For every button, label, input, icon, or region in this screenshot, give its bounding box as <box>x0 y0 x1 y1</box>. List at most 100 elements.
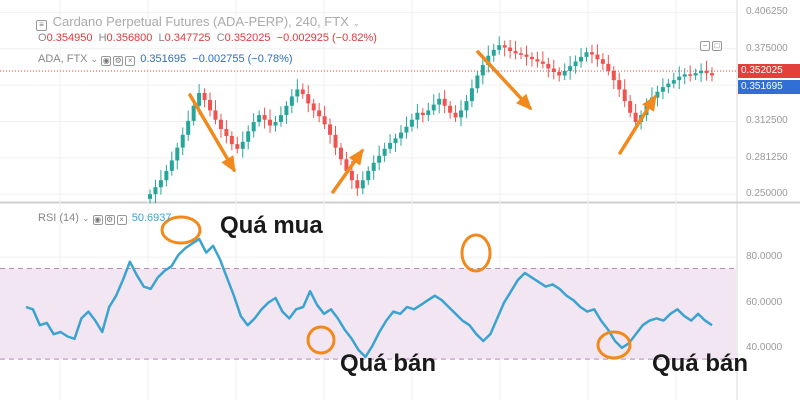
candle-body <box>682 74 687 77</box>
candle-body <box>289 96 294 106</box>
candle-body <box>273 122 278 126</box>
candle-body <box>382 148 387 156</box>
candle-body <box>246 131 251 142</box>
candle-body <box>377 155 382 163</box>
candle-body <box>469 88 474 102</box>
candle-body <box>475 75 480 89</box>
eye-icon[interactable]: ◉ <box>101 56 112 66</box>
oversold-circle-2 <box>596 330 632 360</box>
candle-body <box>158 180 163 188</box>
collapse-pane-icon[interactable]: − <box>700 41 710 51</box>
overbought-circle-2 <box>460 233 492 273</box>
close-icon[interactable]: × <box>125 56 136 66</box>
close-label: C <box>216 32 225 44</box>
eye-icon[interactable]: ◉ <box>92 215 103 225</box>
chevron-down-icon[interactable]: ⌄ <box>352 18 361 28</box>
collapse-icon[interactable]: ≡ <box>36 20 47 31</box>
price-tick-label: 0.281250 <box>746 151 788 163</box>
candle-body <box>371 162 376 171</box>
candle-body <box>398 132 403 139</box>
change-value: −0.002925 (−0.82%) <box>276 32 377 44</box>
low-value: 0.347725 <box>164 32 211 44</box>
candle-body <box>426 110 431 116</box>
candle-body <box>218 119 223 130</box>
compare-change: −0.002755 (−0.78%) <box>192 53 293 65</box>
candle-body <box>704 70 709 74</box>
compare-label[interactable]: ADA, FTX <box>38 53 88 65</box>
price-tick-label: 0.250000 <box>746 188 788 200</box>
candle-body <box>633 112 638 123</box>
compare-value: 0.351695 <box>140 53 187 65</box>
candle-body <box>235 144 240 149</box>
candle-body <box>431 104 436 111</box>
annotation-overlay <box>160 50 657 360</box>
rsi-tick-label: 40.0000 <box>746 341 783 353</box>
price-tick-label: 0.406250 <box>746 6 788 18</box>
candle-body <box>229 136 234 145</box>
close-icon[interactable]: × <box>116 215 127 225</box>
candle-body <box>420 112 425 116</box>
chevron-down-icon[interactable]: ⌄ <box>90 54 99 64</box>
chevron-down-icon[interactable]: ⌄ <box>82 213 90 223</box>
oversold-label-right: Quá bán <box>652 350 749 377</box>
candle-body <box>628 101 633 113</box>
candle-body <box>502 45 507 48</box>
candle-body <box>486 55 491 66</box>
candle-body <box>262 115 267 120</box>
candle-body <box>497 45 502 50</box>
symbol-header: ≡ Cardano Perpetual Futures (ADA-PERP), … <box>36 14 360 31</box>
high-label: H <box>98 32 107 44</box>
candle-body <box>197 92 202 106</box>
candle-body <box>442 98 447 106</box>
candle-body <box>186 120 191 135</box>
candle-body <box>453 112 458 118</box>
candle-body <box>535 59 540 62</box>
trend-arrow-up-2-head <box>642 94 657 112</box>
candle-body <box>349 170 354 181</box>
candle-body <box>322 116 327 125</box>
candle-body <box>169 160 174 171</box>
candle-body <box>191 105 196 121</box>
candle-body <box>666 83 671 88</box>
candle-body <box>699 70 704 74</box>
candle-body <box>284 105 289 116</box>
candle-body <box>251 122 256 132</box>
candle-body <box>491 49 496 56</box>
settings-icon[interactable]: ⚙ <box>113 56 124 66</box>
candle-body <box>317 110 322 117</box>
overbought-circle <box>160 215 202 245</box>
candle-body <box>660 87 665 92</box>
rsi-tick-label: 80.0000 <box>746 251 783 263</box>
candle-body <box>328 124 333 135</box>
candle-body <box>404 126 409 133</box>
candle-body <box>268 119 273 126</box>
close-value: 0.352025 <box>224 32 271 44</box>
rsi-series <box>25 237 713 359</box>
candle-body <box>338 147 343 160</box>
rsi-label[interactable]: RSI (14) <box>38 212 79 224</box>
candle-body <box>311 103 316 111</box>
candle-body <box>355 180 360 189</box>
maximize-pane-icon[interactable]: □ <box>712 41 722 51</box>
symbol-title[interactable]: Cardano Perpetual Futures (ADA-PERP), 24… <box>52 14 349 29</box>
open-value: 0.354950 <box>46 32 93 44</box>
candle-body <box>213 110 218 120</box>
candle-body <box>164 170 169 181</box>
candle-body <box>671 80 676 84</box>
candle-body <box>480 65 485 76</box>
candle-body <box>295 89 300 97</box>
candle-body <box>306 94 311 104</box>
candle-body <box>437 98 442 105</box>
candle-body <box>464 101 469 111</box>
candle-body <box>224 129 229 136</box>
candle-body <box>300 89 305 95</box>
trend-arrow-down-2-head <box>516 93 533 111</box>
candle-body <box>393 138 398 143</box>
price-tick-label: 0.312500 <box>746 115 788 127</box>
candle-body <box>710 73 714 76</box>
candle-body <box>459 110 464 118</box>
settings-icon[interactable]: ⚙ <box>104 215 115 225</box>
candle-body <box>677 76 682 81</box>
candle-body <box>617 80 622 90</box>
